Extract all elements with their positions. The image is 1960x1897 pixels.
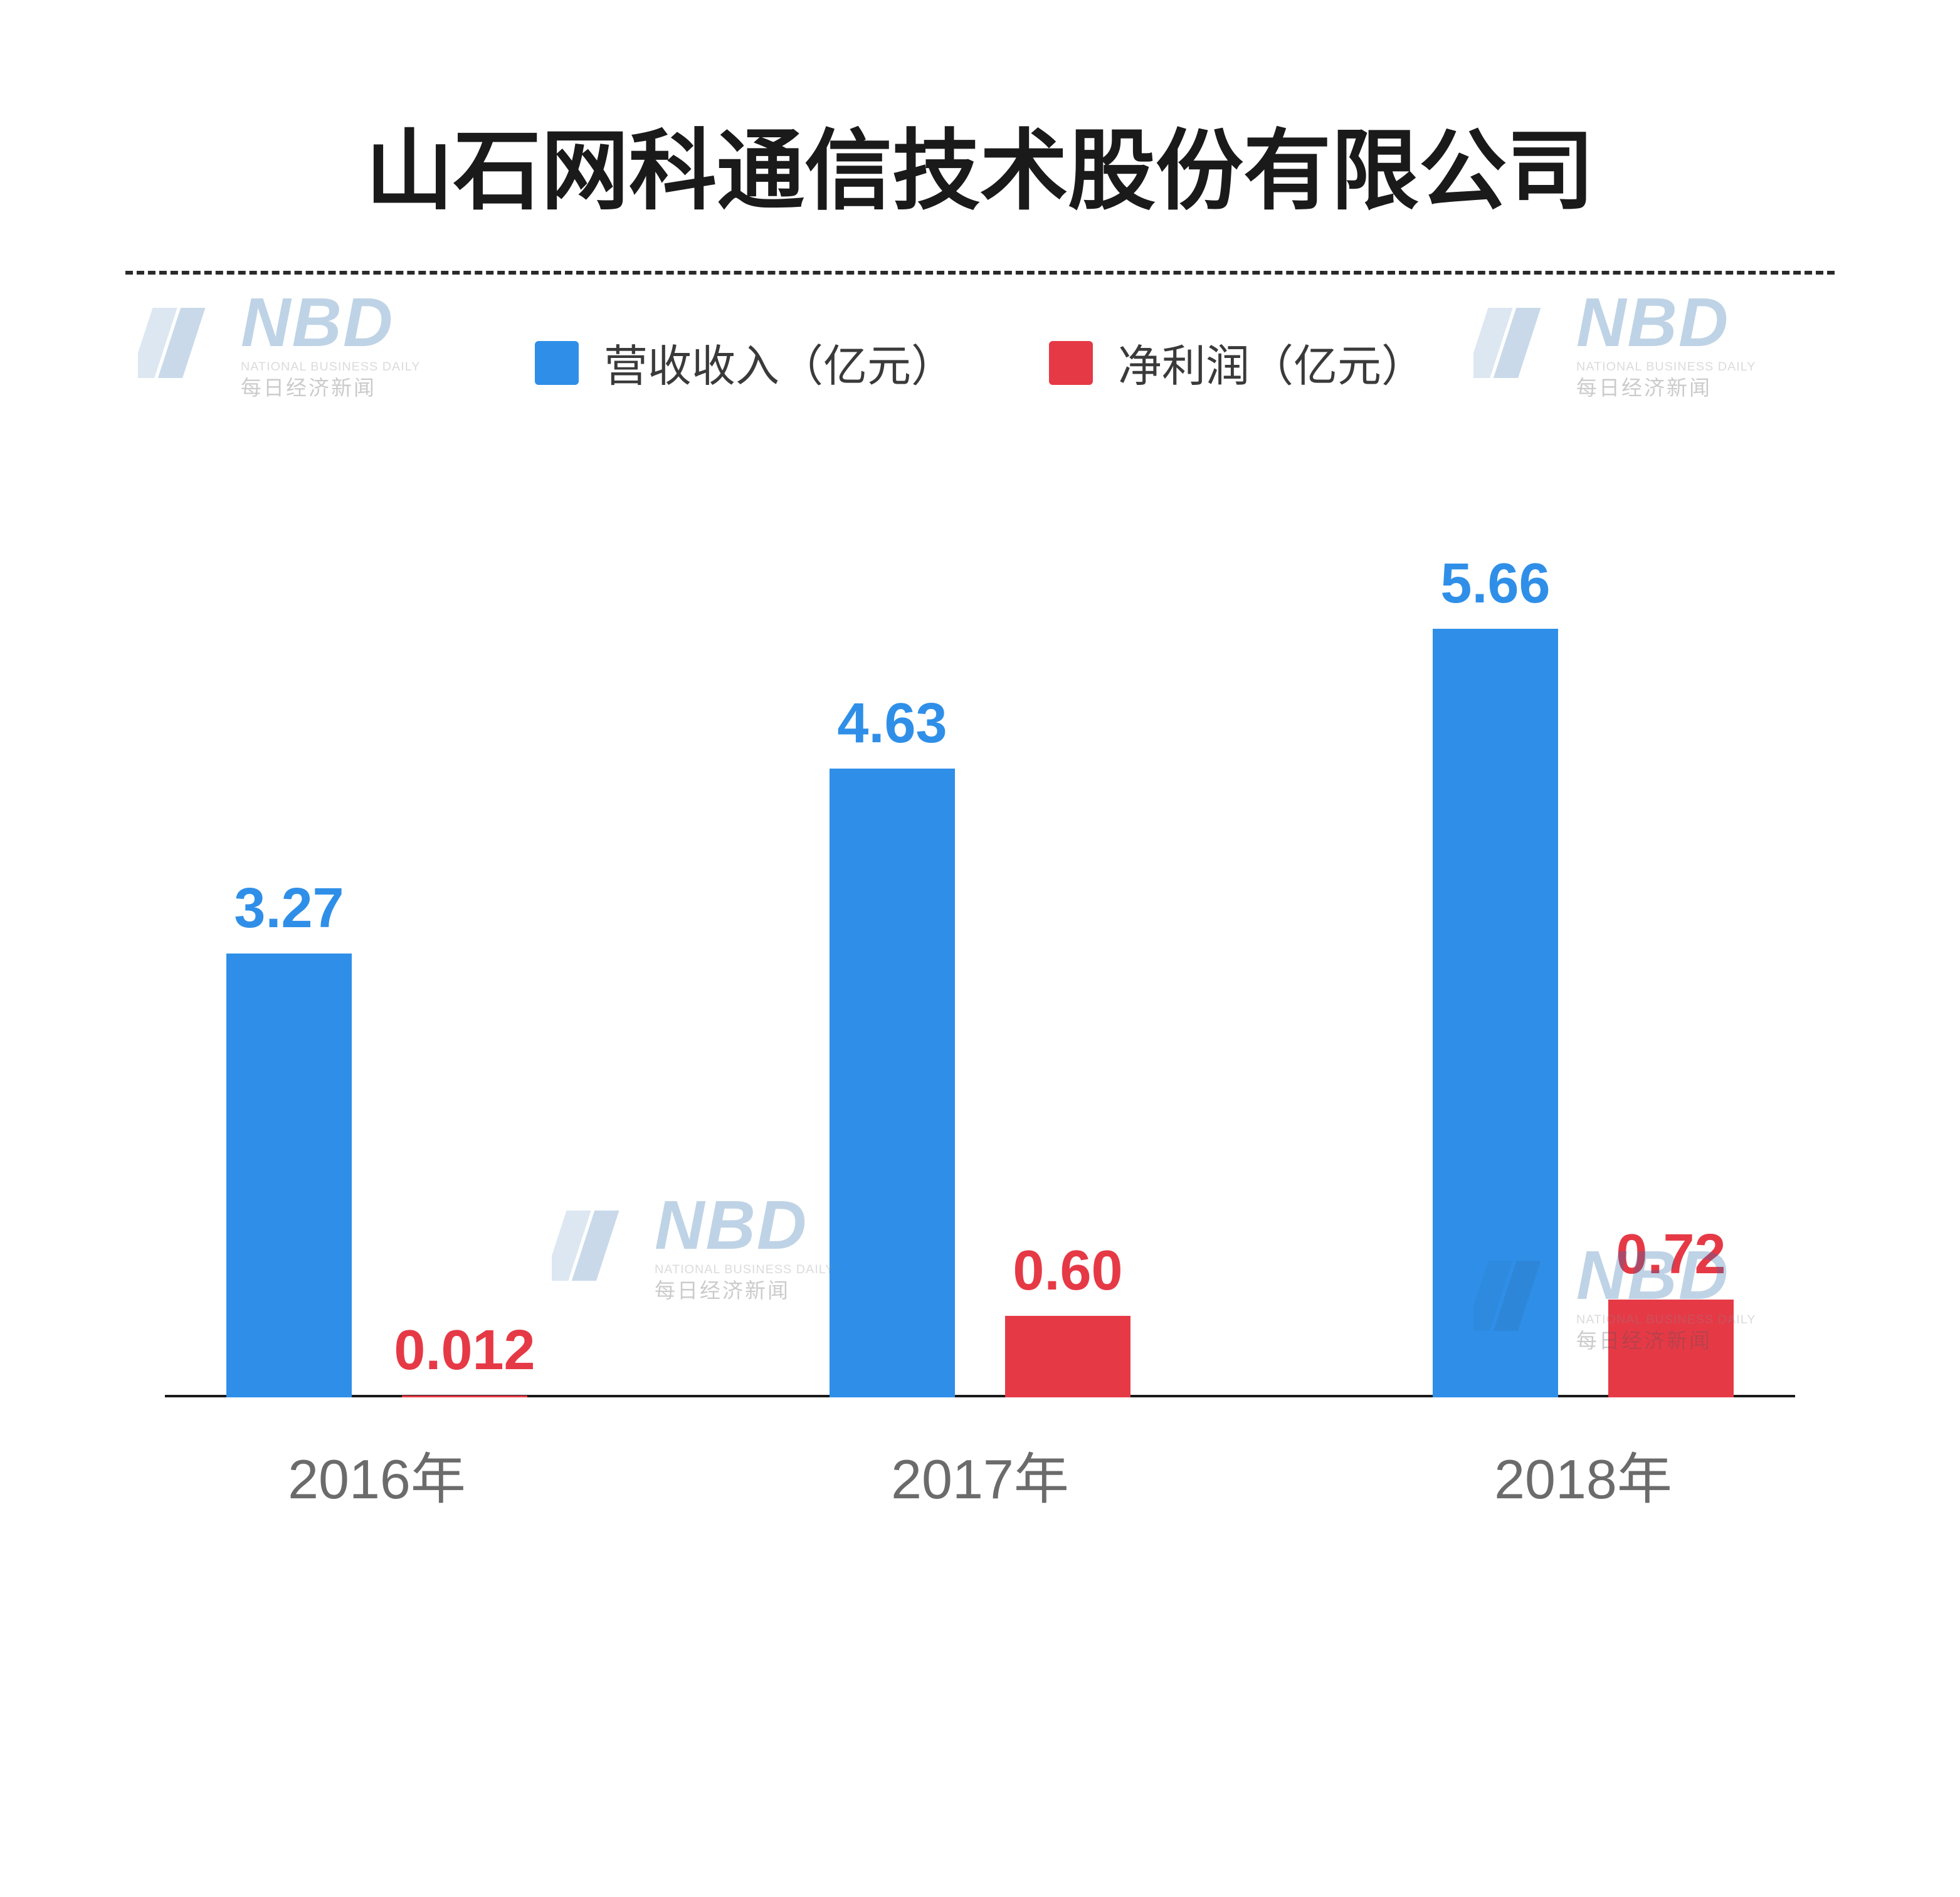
bar-revenue: 4.63 [830,769,955,1397]
x-axis-label: 2017年 [891,1435,1069,1515]
bar-value-profit: 0.012 [394,1318,535,1383]
chart-title: 山石网科通信技术股份有限公司 [125,100,1835,227]
x-axis-label: 2018年 [1494,1435,1672,1515]
bar-revenue: 5.66 [1433,629,1558,1397]
bar-profit: 0.60 [1005,1316,1130,1397]
page-root: 山石网科通信技术股份有限公司 营收收入（亿元） 净利润（亿元） 3.270.01… [0,0,1960,1897]
x-axis-labels: 2016年 2017年 2018年 [165,1397,1795,1523]
legend-label-revenue: 营收收入（亿元） [604,331,955,394]
legend-swatch-profit [1049,341,1093,385]
legend-label-profit: 净利润（亿元） [1118,331,1425,394]
plot-region: 3.270.0124.630.605.660.72 [165,582,1795,1397]
title-divider [125,271,1835,275]
legend-item-profit: 净利润（亿元） [1049,331,1425,394]
bar-value-profit: 0.60 [1013,1239,1122,1303]
bar-group: 3.270.012 [226,582,527,1397]
chart-area: 3.270.0124.630.605.660.72 2016年2017年2018… [165,582,1795,1523]
legend: 营收收入（亿元） 净利润（亿元） [125,331,1835,394]
bar-value-profit: 0.72 [1616,1222,1726,1287]
bar-profit: 0.72 [1608,1300,1734,1397]
bar-revenue: 3.27 [226,954,352,1398]
legend-swatch-revenue [535,341,579,385]
bar-group: 4.63 0.60 [830,582,1130,1397]
x-axis-label: 2016年 [288,1435,466,1515]
bar-value-revenue: 3.27 [234,876,344,941]
legend-item-revenue: 营收收入（亿元） [535,331,955,394]
bar-value-revenue: 5.66 [1440,552,1550,616]
bar-group: 5.66 0.72 [1433,582,1734,1397]
bar-value-revenue: 4.63 [837,691,947,756]
